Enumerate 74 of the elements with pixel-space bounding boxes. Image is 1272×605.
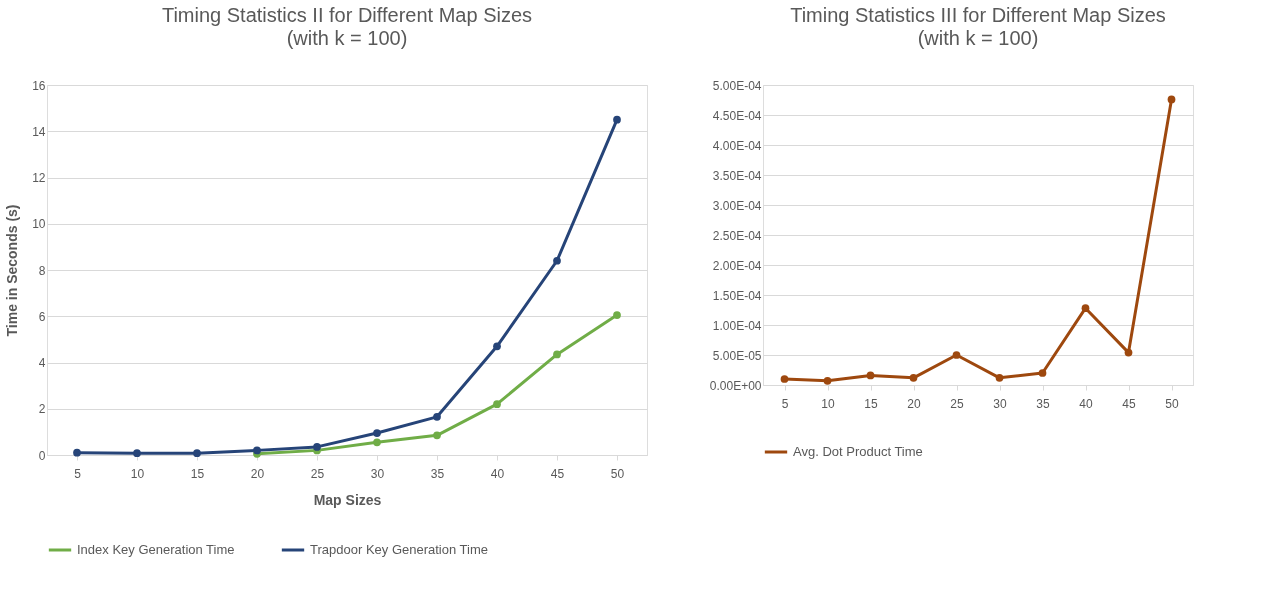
point	[613, 311, 621, 319]
x-tick-label: 20	[250, 466, 265, 481]
point	[253, 446, 261, 455]
point	[133, 449, 141, 458]
legend-label: Avg. Dot Product Time	[793, 444, 923, 459]
y-tick-label: 10	[32, 217, 46, 232]
point	[493, 342, 501, 351]
y-axis-title: Time in Seconds (s)	[4, 204, 21, 337]
y-tick-label: 16	[32, 78, 46, 93]
point	[866, 371, 875, 380]
y-tick-label: 3.00E-04	[712, 198, 762, 213]
y-tick-label: 14	[32, 124, 46, 139]
y-tick-label: 3.50E-04	[712, 168, 762, 183]
point	[433, 431, 441, 440]
y-tick-label: 5.00E-05	[712, 348, 762, 363]
y-tick-label: 0	[38, 448, 46, 463]
point	[553, 350, 561, 359]
x-tick-label: 30	[370, 466, 385, 481]
x-tick-label: 40	[490, 466, 505, 481]
point	[1038, 369, 1047, 377]
x-tick-label: 5	[781, 396, 789, 411]
point	[1081, 304, 1090, 313]
x-tick-label: 25	[950, 396, 964, 411]
y-tick-label: 4.00E-04	[712, 138, 762, 153]
x-tick-label: 15	[190, 466, 205, 481]
point	[433, 412, 441, 421]
y-tick-label: 4.50E-04	[712, 108, 762, 123]
x-tick-label: 15	[864, 396, 878, 411]
x-tick-label: 5	[74, 466, 82, 481]
y-tick-label: 2.00E-04	[712, 258, 762, 273]
y-tick-label: 5.00E-04	[712, 78, 762, 93]
point	[553, 256, 561, 265]
chart-title: Timing Statistics II for Different Map Sizes	[161, 4, 533, 26]
point	[313, 443, 321, 451]
y-tick-label: 2	[38, 402, 46, 417]
point	[493, 400, 501, 408]
point	[1124, 348, 1133, 357]
y-tick-label: 0.00E+00	[709, 378, 762, 393]
legend-label: Index Key Generation Time	[77, 542, 235, 557]
chart-subtitle: (with k = 100)	[917, 27, 1039, 49]
x-tick-label: 45	[1122, 396, 1136, 411]
x-tick-label: 50	[1165, 396, 1179, 411]
x-tick-label: 40	[1079, 396, 1093, 411]
x-tick-label: 20	[907, 396, 921, 411]
x-tick-label: 10	[130, 466, 145, 481]
point	[995, 373, 1004, 382]
x-tick-label: 50	[610, 466, 625, 481]
legend-label: Trapdoor Key Generation Time	[310, 542, 488, 557]
x-tick-label: 30	[993, 396, 1007, 411]
y-tick-label: 6	[38, 309, 46, 324]
point	[373, 429, 381, 437]
y-tick-label: 2.50E-04	[712, 228, 762, 243]
x-axis-title: Map Sizes	[313, 491, 382, 508]
point	[780, 375, 789, 383]
y-tick-label: 4	[38, 356, 46, 370]
chart-subtitle: (with k = 100)	[286, 27, 408, 49]
point	[373, 438, 381, 447]
y-tick-label: 1.50E-04	[712, 288, 762, 303]
point	[952, 351, 961, 359]
y-tick-label: 12	[32, 171, 46, 185]
x-tick-label: 10	[821, 396, 835, 411]
point	[73, 448, 81, 457]
y-tick-label: 1.00E-04	[712, 318, 762, 333]
x-tick-label: 35	[1036, 396, 1050, 411]
point	[909, 373, 918, 382]
x-tick-label: 25	[310, 466, 325, 481]
y-tick-label: 8	[38, 263, 46, 278]
point	[193, 449, 201, 458]
point	[1167, 95, 1176, 104]
chart-title: Timing Statistics III for Different Map Sizes	[790, 4, 1166, 26]
x-tick-label: 45	[550, 466, 565, 481]
point	[823, 376, 832, 385]
x-tick-label: 35	[430, 466, 445, 481]
point	[613, 115, 621, 124]
